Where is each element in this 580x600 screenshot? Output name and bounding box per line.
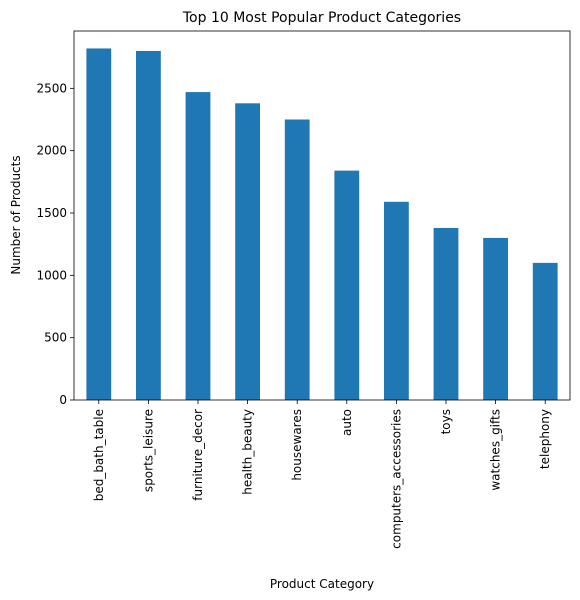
bar-watches_gifts <box>483 237 508 400</box>
x-tick-label: sports_leisure <box>141 409 155 492</box>
y-tick-label: 1000 <box>36 268 67 282</box>
y-axis-label: Number of Products <box>9 155 23 274</box>
x-tick-label: watches_gifts <box>489 409 503 491</box>
bar-sports_leisure <box>136 50 161 400</box>
y-tick-label: 0 <box>59 393 67 407</box>
x-tick-label: furniture_decor <box>191 409 205 501</box>
bars-group <box>86 48 558 401</box>
y-tick-label: 2000 <box>36 144 67 158</box>
x-axis-label: Product Category <box>270 577 374 591</box>
bar-furniture_decor <box>185 92 211 400</box>
x-tick-label: housewares <box>290 409 304 481</box>
y-tick-label: 2500 <box>36 81 67 95</box>
x-tick-label: health_beauty <box>241 409 255 495</box>
bar-toys <box>433 227 459 400</box>
x-tick-label: telephony <box>538 409 552 469</box>
chart-title: Top 10 Most Popular Product Categories <box>182 10 461 26</box>
bar-auto <box>334 170 360 400</box>
bar-computers_accessories <box>384 201 409 400</box>
x-tick-label: computers_accessories <box>389 409 403 549</box>
plot-frame <box>73 30 571 401</box>
x-tick-label: auto <box>340 409 354 436</box>
y-axis: 0 500 1000 1500 2000 2500 <box>36 81 74 407</box>
bar-bed_bath_table <box>86 48 112 400</box>
x-tick-label: toys <box>439 409 453 434</box>
bar-health_beauty <box>235 103 260 401</box>
y-tick-label: 1500 <box>36 206 67 220</box>
bar-housewares <box>284 119 310 400</box>
x-tick-label: bed_bath_table <box>92 409 106 501</box>
bar-telephony <box>532 262 558 400</box>
y-tick-label: 500 <box>44 331 67 345</box>
x-axis: bed_bath_table sports_leisure furniture_de… <box>92 400 552 549</box>
